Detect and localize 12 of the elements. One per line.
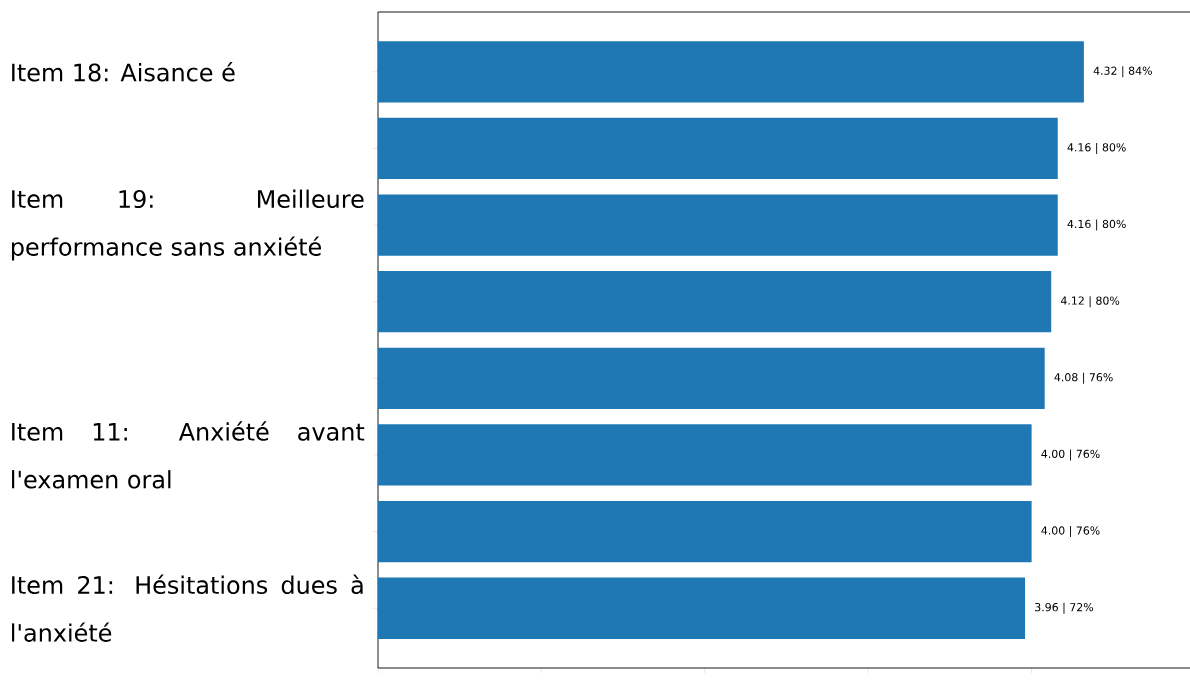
y-tick-label: Item 18: Aisance é: [12, 62, 235, 82]
data-label: 4.32 | 84%: [1093, 66, 1152, 78]
category-label: Item 11: Anxiété avant l'examen oral: [12, 421, 365, 489]
data-label: 4.08 | 76%: [1054, 372, 1113, 384]
y-tick-label: Item 21: Hésitations dues à l'anxiété: [12, 574, 363, 642]
data-label: 3.96 | 72%: [1035, 602, 1094, 614]
data-label: 4.12 | 80%: [1060, 296, 1120, 308]
data-label: 4.16 | 80%: [1067, 219, 1126, 231]
data-label: 4.00 | 76%: [1041, 449, 1100, 461]
data-label: 4.16 | 80%: [1067, 142, 1126, 154]
category-label: Item 19: Meilleure performance sans anxiété: [11, 189, 364, 261]
data-label: 4.00 | 76%: [1041, 526, 1100, 538]
